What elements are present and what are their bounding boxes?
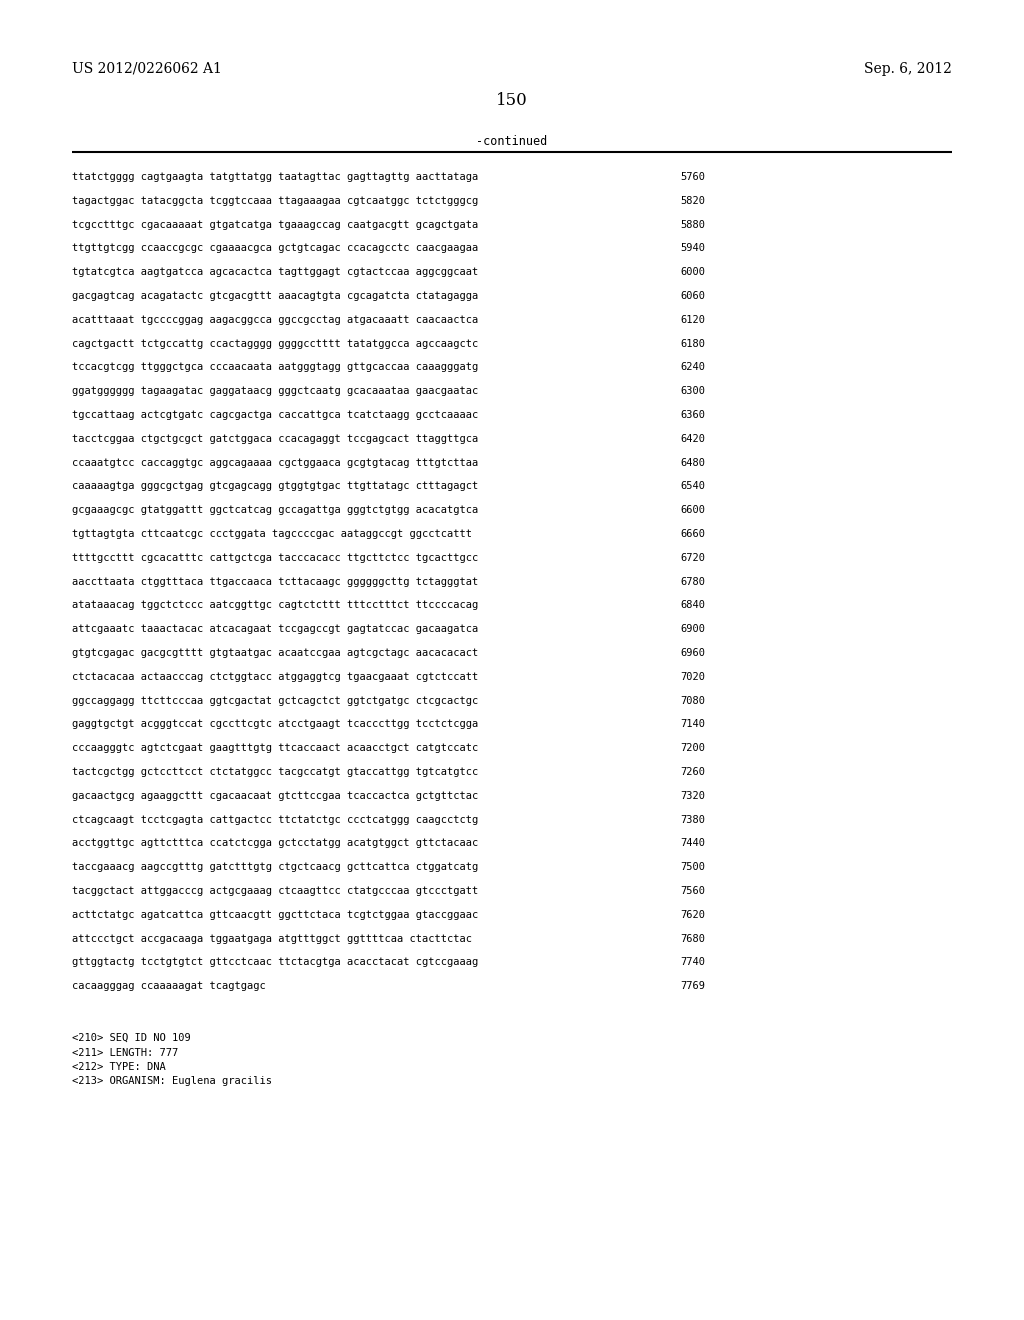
Text: 7080: 7080: [680, 696, 705, 706]
Text: 6900: 6900: [680, 624, 705, 634]
Text: gttggtactg tcctgtgtct gttcctcaac ttctacgtga acacctacat cgtccgaaag: gttggtactg tcctgtgtct gttcctcaac ttctacg…: [72, 957, 478, 968]
Text: 5940: 5940: [680, 243, 705, 253]
Text: cacaagggag ccaaaaagat tcagtgagc: cacaagggag ccaaaaagat tcagtgagc: [72, 981, 266, 991]
Text: <213> ORGANISM: Euglena gracilis: <213> ORGANISM: Euglena gracilis: [72, 1077, 272, 1086]
Text: tgtatcgtca aagtgatcca agcacactca tagttggagt cgtactccaa aggcggcaat: tgtatcgtca aagtgatcca agcacactca tagttgg…: [72, 267, 478, 277]
Text: 7560: 7560: [680, 886, 705, 896]
Text: tactcgctgg gctccttcct ctctatggcc tacgccatgt gtaccattgg tgtcatgtcc: tactcgctgg gctccttcct ctctatggcc tacgcca…: [72, 767, 478, 777]
Text: 7680: 7680: [680, 933, 705, 944]
Text: gcgaaagcgc gtatggattt ggctcatcag gccagattga gggtctgtgg acacatgtca: gcgaaagcgc gtatggattt ggctcatcag gccagat…: [72, 506, 478, 515]
Text: 7320: 7320: [680, 791, 705, 801]
Text: 7740: 7740: [680, 957, 705, 968]
Text: 7380: 7380: [680, 814, 705, 825]
Text: tcgcctttgc cgacaaaaat gtgatcatga tgaaagccag caatgacgtt gcagctgata: tcgcctttgc cgacaaaaat gtgatcatga tgaaagc…: [72, 219, 478, 230]
Text: acttctatgc agatcattca gttcaacgtt ggcttctaca tcgtctggaa gtaccggaac: acttctatgc agatcattca gttcaacgtt ggcttct…: [72, 909, 478, 920]
Text: 7200: 7200: [680, 743, 705, 754]
Text: ttgttgtcgg ccaaccgcgc cgaaaacgca gctgtcagac ccacagcctc caacgaagaa: ttgttgtcgg ccaaccgcgc cgaaaacgca gctgtca…: [72, 243, 478, 253]
Text: tgttagtgta cttcaatcgc ccctggata tagccccgac aataggccgt ggcctcattt: tgttagtgta cttcaatcgc ccctggata tagccccg…: [72, 529, 472, 539]
Text: 6540: 6540: [680, 482, 705, 491]
Text: atataaacag tggctctccc aatcggttgc cagtctcttt tttcctttct ttccccacag: atataaacag tggctctccc aatcggttgc cagtctc…: [72, 601, 478, 610]
Text: 6420: 6420: [680, 434, 705, 444]
Text: 6840: 6840: [680, 601, 705, 610]
Text: gacaactgcg agaaggcttt cgacaacaat gtcttccgaa tcaccactca gctgttctac: gacaactgcg agaaggcttt cgacaacaat gtcttcc…: [72, 791, 478, 801]
Text: ccaaatgtcc caccaggtgc aggcagaaaa cgctggaaca gcgtgtacag tttgtcttaa: ccaaatgtcc caccaggtgc aggcagaaaa cgctgga…: [72, 458, 478, 467]
Text: attccctgct accgacaaga tggaatgaga atgtttggct ggttttcaa ctacttctac: attccctgct accgacaaga tggaatgaga atgtttg…: [72, 933, 472, 944]
Text: gtgtcgagac gacgcgtttt gtgtaatgac acaatccgaa agtcgctagc aacacacact: gtgtcgagac gacgcgtttt gtgtaatgac acaatcc…: [72, 648, 478, 657]
Text: tccacgtcgg ttgggctgca cccaacaata aatgggtagg gttgcaccaa caaagggatg: tccacgtcgg ttgggctgca cccaacaata aatgggt…: [72, 363, 478, 372]
Text: 5880: 5880: [680, 219, 705, 230]
Text: tacggctact attggacccg actgcgaaag ctcaagttcc ctatgcccaa gtccctgatt: tacggctact attggacccg actgcgaaag ctcaagt…: [72, 886, 478, 896]
Text: taccgaaacg aagccgtttg gatctttgtg ctgctcaacg gcttcattca ctggatcatg: taccgaaacg aagccgtttg gatctttgtg ctgctca…: [72, 862, 478, 873]
Text: 150: 150: [496, 92, 528, 110]
Text: ttttgccttt cgcacatttc cattgctcga tacccacacc ttgcttctcc tgcacttgcc: ttttgccttt cgcacatttc cattgctcga tacccac…: [72, 553, 478, 562]
Text: gacgagtcag acagatactc gtcgacgttt aaacagtgta cgcagatcta ctatagagga: gacgagtcag acagatactc gtcgacgttt aaacagt…: [72, 290, 478, 301]
Text: 7620: 7620: [680, 909, 705, 920]
Text: acctggttgc agttctttca ccatctcgga gctcctatgg acatgtggct gttctacaac: acctggttgc agttctttca ccatctcgga gctccta…: [72, 838, 478, 849]
Text: 6600: 6600: [680, 506, 705, 515]
Text: 7020: 7020: [680, 672, 705, 682]
Text: 7260: 7260: [680, 767, 705, 777]
Text: ggccaggagg ttcttcccaa ggtcgactat gctcagctct ggtctgatgc ctcgcactgc: ggccaggagg ttcttcccaa ggtcgactat gctcagc…: [72, 696, 478, 706]
Text: 6180: 6180: [680, 339, 705, 348]
Text: 6660: 6660: [680, 529, 705, 539]
Text: tgccattaag actcgtgatc cagcgactga caccattgca tcatctaagg gcctcaaaac: tgccattaag actcgtgatc cagcgactga caccatt…: [72, 411, 478, 420]
Text: 6960: 6960: [680, 648, 705, 657]
Text: acatttaaat tgccccggag aagacggcca ggccgcctag atgacaaatt caacaactca: acatttaaat tgccccggag aagacggcca ggccgcc…: [72, 314, 478, 325]
Text: ggatgggggg tagaagatac gaggataacg gggctcaatg gcacaaataa gaacgaatac: ggatgggggg tagaagatac gaggataacg gggctca…: [72, 387, 478, 396]
Text: US 2012/0226062 A1: US 2012/0226062 A1: [72, 62, 222, 77]
Text: 6240: 6240: [680, 363, 705, 372]
Text: 6000: 6000: [680, 267, 705, 277]
Text: 7769: 7769: [680, 981, 705, 991]
Text: cccaagggtc agtctcgaat gaagtttgtg ttcaccaact acaacctgct catgtccatc: cccaagggtc agtctcgaat gaagtttgtg ttcacca…: [72, 743, 478, 754]
Text: 6120: 6120: [680, 314, 705, 325]
Text: aaccttaata ctggtttaca ttgaccaaca tcttacaagc ggggggcttg tctagggtat: aaccttaata ctggtttaca ttgaccaaca tcttaca…: [72, 577, 478, 586]
Text: 6300: 6300: [680, 387, 705, 396]
Text: <212> TYPE: DNA: <212> TYPE: DNA: [72, 1063, 166, 1072]
Text: tacctcggaa ctgctgcgct gatctggaca ccacagaggt tccgagcact ttaggttgca: tacctcggaa ctgctgcgct gatctggaca ccacaga…: [72, 434, 478, 444]
Text: ctctacacaa actaacccag ctctggtacc atggaggtcg tgaacgaaat cgtctccatt: ctctacacaa actaacccag ctctggtacc atggagg…: [72, 672, 478, 682]
Text: 6780: 6780: [680, 577, 705, 586]
Text: 6720: 6720: [680, 553, 705, 562]
Text: gaggtgctgt acgggtccat cgccttcgtc atcctgaagt tcacccttgg tcctctcgga: gaggtgctgt acgggtccat cgccttcgtc atcctga…: [72, 719, 478, 730]
Text: caaaaagtga gggcgctgag gtcgagcagg gtggtgtgac ttgttatagc ctttagagct: caaaaagtga gggcgctgag gtcgagcagg gtggtgt…: [72, 482, 478, 491]
Text: 6480: 6480: [680, 458, 705, 467]
Text: 5820: 5820: [680, 195, 705, 206]
Text: ctcagcaagt tcctcgagta cattgactcc ttctatctgc ccctcatggg caagcctctg: ctcagcaagt tcctcgagta cattgactcc ttctatc…: [72, 814, 478, 825]
Text: 6060: 6060: [680, 290, 705, 301]
Text: 6360: 6360: [680, 411, 705, 420]
Text: 7500: 7500: [680, 862, 705, 873]
Text: 7440: 7440: [680, 838, 705, 849]
Text: <211> LENGTH: 777: <211> LENGTH: 777: [72, 1048, 178, 1057]
Text: 5760: 5760: [680, 172, 705, 182]
Text: -continued: -continued: [476, 135, 548, 148]
Text: cagctgactt tctgccattg ccactagggg ggggcctttt tatatggcca agccaagctc: cagctgactt tctgccattg ccactagggg ggggcct…: [72, 339, 478, 348]
Text: 7140: 7140: [680, 719, 705, 730]
Text: <210> SEQ ID NO 109: <210> SEQ ID NO 109: [72, 1034, 190, 1043]
Text: tagactggac tatacggcta tcggtccaaa ttagaaagaa cgtcaatggc tctctgggcg: tagactggac tatacggcta tcggtccaaa ttagaaa…: [72, 195, 478, 206]
Text: attcgaaatc taaactacac atcacagaat tccgagccgt gagtatccac gacaagatca: attcgaaatc taaactacac atcacagaat tccgagc…: [72, 624, 478, 634]
Text: Sep. 6, 2012: Sep. 6, 2012: [864, 62, 952, 77]
Text: ttatctgggg cagtgaagta tatgttatgg taatagttac gagttagttg aacttataga: ttatctgggg cagtgaagta tatgttatgg taatagt…: [72, 172, 478, 182]
